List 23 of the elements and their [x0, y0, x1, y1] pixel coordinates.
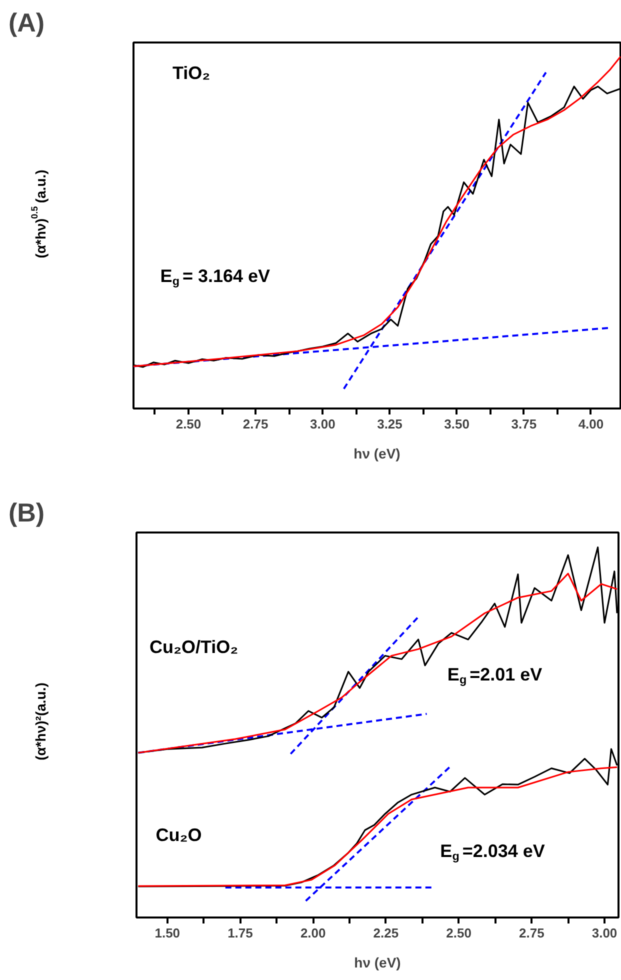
x-tick-label: 1.50 — [154, 926, 180, 940]
x-tick-label: 2.75 — [242, 416, 268, 432]
x-axis-title: hν (eV) — [354, 446, 400, 462]
x-axis-title: hν (eV) — [354, 954, 401, 970]
x-tick-label: 3.50 — [444, 416, 470, 432]
annotation: Cu₂O/TiO₂ — [150, 637, 238, 658]
x-tick-label: 3.25 — [377, 416, 402, 432]
annotation: TiO₂ — [172, 63, 210, 84]
x-tick-label: 3.00 — [592, 926, 618, 940]
chart-title: (B) — [8, 498, 45, 528]
x-tick-label: 2.50 — [176, 416, 202, 432]
x-tick-label: 2.50 — [446, 926, 472, 940]
x-tick-label: 1.75 — [228, 926, 253, 940]
x-tick-label: 3.75 — [511, 416, 537, 432]
x-tick-label: 3.00 — [310, 416, 336, 432]
x-tick-label: 2.25 — [373, 926, 399, 940]
x-tick-label: 2.00 — [300, 926, 326, 940]
y-axis-title: (α*hν)0.5 (a.u.) — [30, 170, 48, 258]
y-axis-title: (α*hν)²(a.u.) — [32, 682, 48, 760]
x-tick-label: 2.75 — [519, 926, 544, 940]
annotation: Cu₂O — [156, 825, 202, 846]
chart-title: (A) — [8, 8, 45, 38]
x-tick-label: 4.00 — [578, 416, 604, 432]
